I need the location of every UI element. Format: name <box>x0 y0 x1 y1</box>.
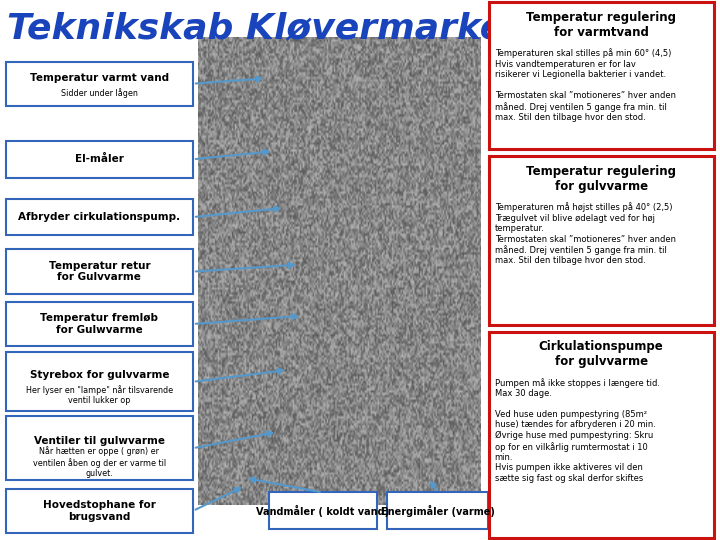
Text: Temperaturen må højst stilles på 40° (2,5)
Trægulvet vil blive ødelagt ved for h: Temperaturen må højst stilles på 40° (2,… <box>495 202 675 266</box>
FancyBboxPatch shape <box>387 492 488 529</box>
Text: Hovedstophane for
brugsvand: Hovedstophane for brugsvand <box>43 500 156 522</box>
FancyBboxPatch shape <box>489 156 714 325</box>
Text: Temperatur regulering
for varmtvand: Temperatur regulering for varmtvand <box>526 11 676 39</box>
Text: Afbryder cirkulationspump.: Afbryder cirkulationspump. <box>18 212 181 222</box>
FancyBboxPatch shape <box>6 489 193 533</box>
FancyBboxPatch shape <box>489 2 714 149</box>
Text: Pumpen må ikke stoppes i længere tid.
Max 30 dage.

Ved huse uden pumpestyring (: Pumpen må ikke stoppes i længere tid. Ma… <box>495 378 660 483</box>
Text: Sidder under lågen: Sidder under lågen <box>61 89 138 98</box>
FancyBboxPatch shape <box>489 332 714 538</box>
FancyBboxPatch shape <box>6 199 193 235</box>
Text: Når hætten er oppe ( grøn) er
ventilen åben og der er varme til
gulvet.: Når hætten er oppe ( grøn) er ventilen å… <box>33 447 166 478</box>
Text: Her lyser en "lampe" når tilsvarende
ventil lukker op: Her lyser en "lampe" når tilsvarende ven… <box>26 384 173 405</box>
FancyBboxPatch shape <box>6 352 193 411</box>
Text: Temperatur fremløb
for Gulwvarme: Temperatur fremløb for Gulwvarme <box>40 313 158 335</box>
Text: Temperatur retur
for Gulvvarme: Temperatur retur for Gulvvarme <box>48 261 150 282</box>
Text: Cirkulationspumpe
for gulvvarme: Cirkulationspumpe for gulvvarme <box>539 340 664 368</box>
FancyBboxPatch shape <box>6 249 193 294</box>
FancyBboxPatch shape <box>6 141 193 178</box>
FancyBboxPatch shape <box>6 62 193 106</box>
FancyBboxPatch shape <box>6 302 193 346</box>
Text: El-måler: El-måler <box>75 154 124 164</box>
FancyBboxPatch shape <box>6 416 193 480</box>
Text: Vandmåler ( koldt vand): Vandmåler ( koldt vand) <box>256 505 389 517</box>
Text: Teknikskab Kløvermarken: Teknikskab Kløvermarken <box>7 11 530 45</box>
Text: Temperatur regulering
for gulvvarme: Temperatur regulering for gulvvarme <box>526 165 676 193</box>
Text: Temperatur varmt vand: Temperatur varmt vand <box>30 73 169 83</box>
FancyBboxPatch shape <box>198 38 480 505</box>
Text: Styrebox for gulvvarme: Styrebox for gulvvarme <box>30 370 169 380</box>
Text: Ventiler til gulwvarme: Ventiler til gulwvarme <box>34 436 165 446</box>
FancyBboxPatch shape <box>269 492 377 529</box>
Text: Energimåler (varme): Energimåler (varme) <box>381 505 495 517</box>
Text: Temperaturen skal stilles på min 60° (4,5)
Hvis vandtemperaturen er for lav
risi: Temperaturen skal stilles på min 60° (4,… <box>495 49 675 122</box>
